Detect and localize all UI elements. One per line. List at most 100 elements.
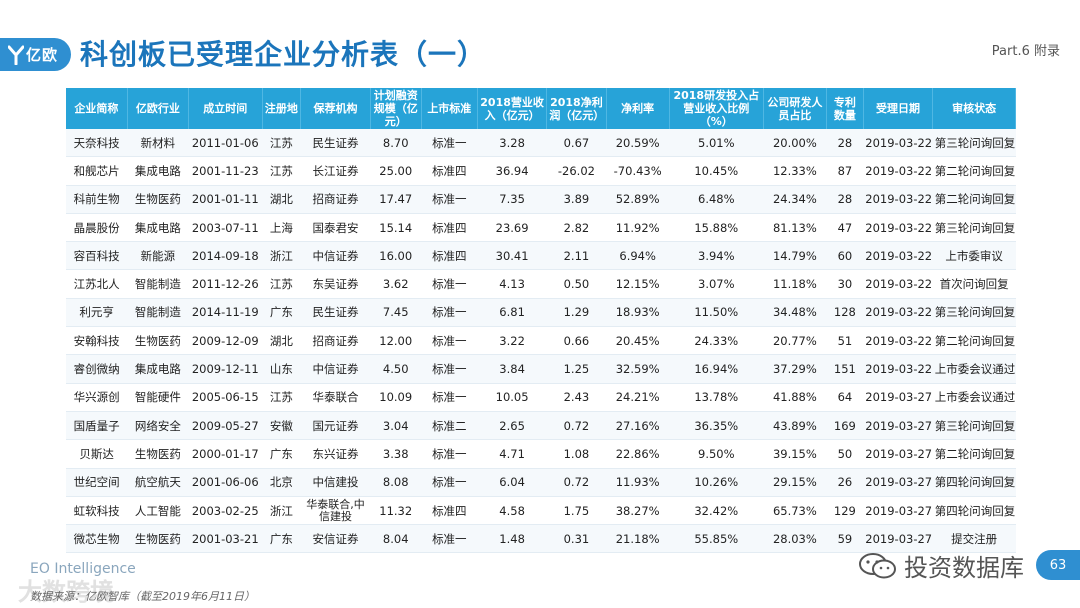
table-cell: 11.92% — [606, 213, 670, 243]
table-cell: 提交注册 — [932, 524, 1016, 554]
table-cell: 标准一 — [421, 298, 478, 328]
table-cell: 24.34% — [763, 185, 827, 214]
table-cell: 2019-03-22 — [863, 129, 933, 158]
table-cell: 第二轮问询回复 — [932, 185, 1016, 214]
table-cell: 128 — [826, 298, 864, 328]
data-source-note: 数据来源：亿欧智库（截至2019年6月11日） — [30, 590, 255, 603]
table-cell: 第三轮问询回复 — [932, 298, 1016, 328]
table-cell: 江苏 — [262, 383, 301, 412]
table-cell: 18.93% — [606, 298, 670, 328]
table-cell: 47 — [826, 213, 864, 243]
table-cell: 11.18% — [763, 269, 827, 299]
table-cell: 集成电路 — [127, 354, 189, 384]
table-cell: 1.08 — [546, 439, 607, 469]
table-cell: 标准四 — [421, 496, 478, 526]
table-cell: 2009-05-27 — [188, 411, 262, 441]
table-cell: 0.72 — [546, 468, 607, 497]
table-cell: 华泰联合 — [300, 383, 371, 412]
table-cell: 41.88% — [763, 383, 827, 412]
table-cell: 中信证券 — [300, 241, 371, 271]
table-cell: 2011-01-06 — [188, 129, 262, 158]
table-cell: 25.00 — [370, 156, 422, 186]
table-cell: 2001-03-21 — [188, 524, 262, 554]
table-cell: 华泰联合,中信建投 — [300, 496, 371, 526]
column-header: 企业简称 — [66, 88, 128, 129]
table-cell: 28 — [826, 129, 864, 158]
table-cell: 7.35 — [477, 185, 547, 214]
table-cell: 0.50 — [546, 269, 607, 299]
table-cell: 2019-03-27 — [863, 496, 933, 526]
table-cell: 标准一 — [421, 354, 478, 384]
table-cell: 第四轮问询回复 — [932, 496, 1016, 526]
table-cell: 标准一 — [421, 468, 478, 497]
column-header: 2018研发投入占营业收入比例（%） — [669, 88, 764, 129]
column-header: 受理日期 — [863, 88, 934, 129]
table-row: 天奈科技 新材料 2011-01-06 江苏 民生证券 8.70 标准一 3.28 0.67 20… — [66, 129, 1016, 158]
table-cell: 2019-03-22 — [863, 326, 933, 356]
table-cell: 航空航天 — [127, 468, 189, 497]
column-header: 公司研发人员占比 — [763, 88, 828, 129]
table-cell: 15.88% — [669, 213, 764, 243]
table-cell: 睿创微纳 — [66, 354, 128, 384]
table-cell: 24.33% — [669, 326, 764, 356]
table-cell: 38.27% — [606, 496, 670, 526]
table-cell: 标准四 — [421, 156, 478, 186]
table-row: 晶晨股份 集成电路 2003-07-11 上海 国泰君安 15.14 标准四 23.69 2.8… — [66, 213, 1016, 243]
column-header: 保荐机构 — [300, 88, 371, 129]
table-cell: 22.86% — [606, 439, 670, 469]
table-cell: 2019-03-27 — [863, 439, 933, 469]
table-cell: 生物医药 — [127, 185, 189, 214]
table-cell: 中信建投 — [300, 468, 371, 497]
page-number: 63 — [1036, 550, 1080, 580]
table-cell: 4.50 — [370, 354, 422, 384]
table-cell: 5.01% — [669, 129, 764, 158]
table-cell: 标准一 — [421, 524, 478, 554]
table-cell: 29.15% — [763, 468, 827, 497]
table-cell: 民生证券 — [300, 129, 371, 158]
table-cell: 东兴证券 — [300, 439, 371, 469]
table-body: 天奈科技 新材料 2011-01-06 江苏 民生证券 8.70 标准一 3.28 0.67 20… — [66, 129, 1016, 554]
table-cell: 智能硬件 — [127, 383, 189, 412]
table-cell: 上市委会议通过 — [932, 354, 1016, 384]
table-cell: 10.45% — [669, 156, 764, 186]
table-cell: 浙江 — [262, 241, 301, 271]
table-cell: 151 — [826, 354, 864, 384]
table-cell: 2001-01-11 — [188, 185, 262, 214]
table-cell: 10.05 — [477, 383, 547, 412]
table-cell: 129 — [826, 496, 864, 526]
page-title: 科创板已受理企业分析表（一） — [80, 38, 487, 71]
table-cell: 32.59% — [606, 354, 670, 384]
ipo-table-container: 企业简称 亿欧行业 成立时间 注册地 保荐机构 计划融资规模（亿元） 上市标准 2018营业收… — [66, 88, 1016, 554]
table-cell: 6.94% — [606, 241, 670, 271]
column-header: 审核状态 — [932, 88, 1016, 129]
table-cell: 2019-03-22 — [863, 156, 933, 186]
table-cell: 8.04 — [370, 524, 422, 554]
table-cell: 2014-11-19 — [188, 298, 262, 328]
table-cell: 招商证券 — [300, 185, 371, 214]
table-header-row: 企业简称 亿欧行业 成立时间 注册地 保荐机构 计划融资规模（亿元） 上市标准 2018营业收… — [66, 88, 1016, 129]
table-cell: 2009-12-11 — [188, 354, 262, 384]
watermark-right-text: 投资数据库 — [904, 554, 1024, 582]
table-cell: 第三轮问询回复 — [932, 129, 1016, 158]
table-cell: 64 — [826, 383, 864, 412]
table-cell: 11.32 — [370, 496, 422, 526]
table-row: 利元亨 智能制造 2014-11-19 广东 民生证券 7.45 标准一 6.81 1.29 18… — [66, 298, 1016, 328]
table-row: 虹软科技 人工智能 2003-02-25 浙江 华泰联合,中信建投 11.32 标准四 4.5… — [66, 496, 1016, 526]
table-row: 贝斯达 生物医药 2000-01-17 广东 东兴证券 3.38 标准一 4.71 1.08 22… — [66, 439, 1016, 469]
table-cell: 13.78% — [669, 383, 764, 412]
table-cell: 2003-02-25 — [188, 496, 262, 526]
table-cell: 169 — [826, 411, 864, 441]
table-cell: 湖北 — [262, 185, 301, 214]
table-cell: 65.73% — [763, 496, 827, 526]
table-cell: 20.45% — [606, 326, 670, 356]
column-header: 成立时间 — [188, 88, 263, 129]
table-cell: 12.00 — [370, 326, 422, 356]
table-cell: 52.89% — [606, 185, 670, 214]
table-cell: 43.89% — [763, 411, 827, 441]
table-cell: 2009-12-09 — [188, 326, 262, 356]
table-cell: 2.43 — [546, 383, 607, 412]
table-cell: 0.66 — [546, 326, 607, 356]
table-cell: 第三轮问询回复 — [932, 213, 1016, 243]
table-cell: 上市委会议通过 — [932, 383, 1016, 412]
table-cell: 3.84 — [477, 354, 547, 384]
